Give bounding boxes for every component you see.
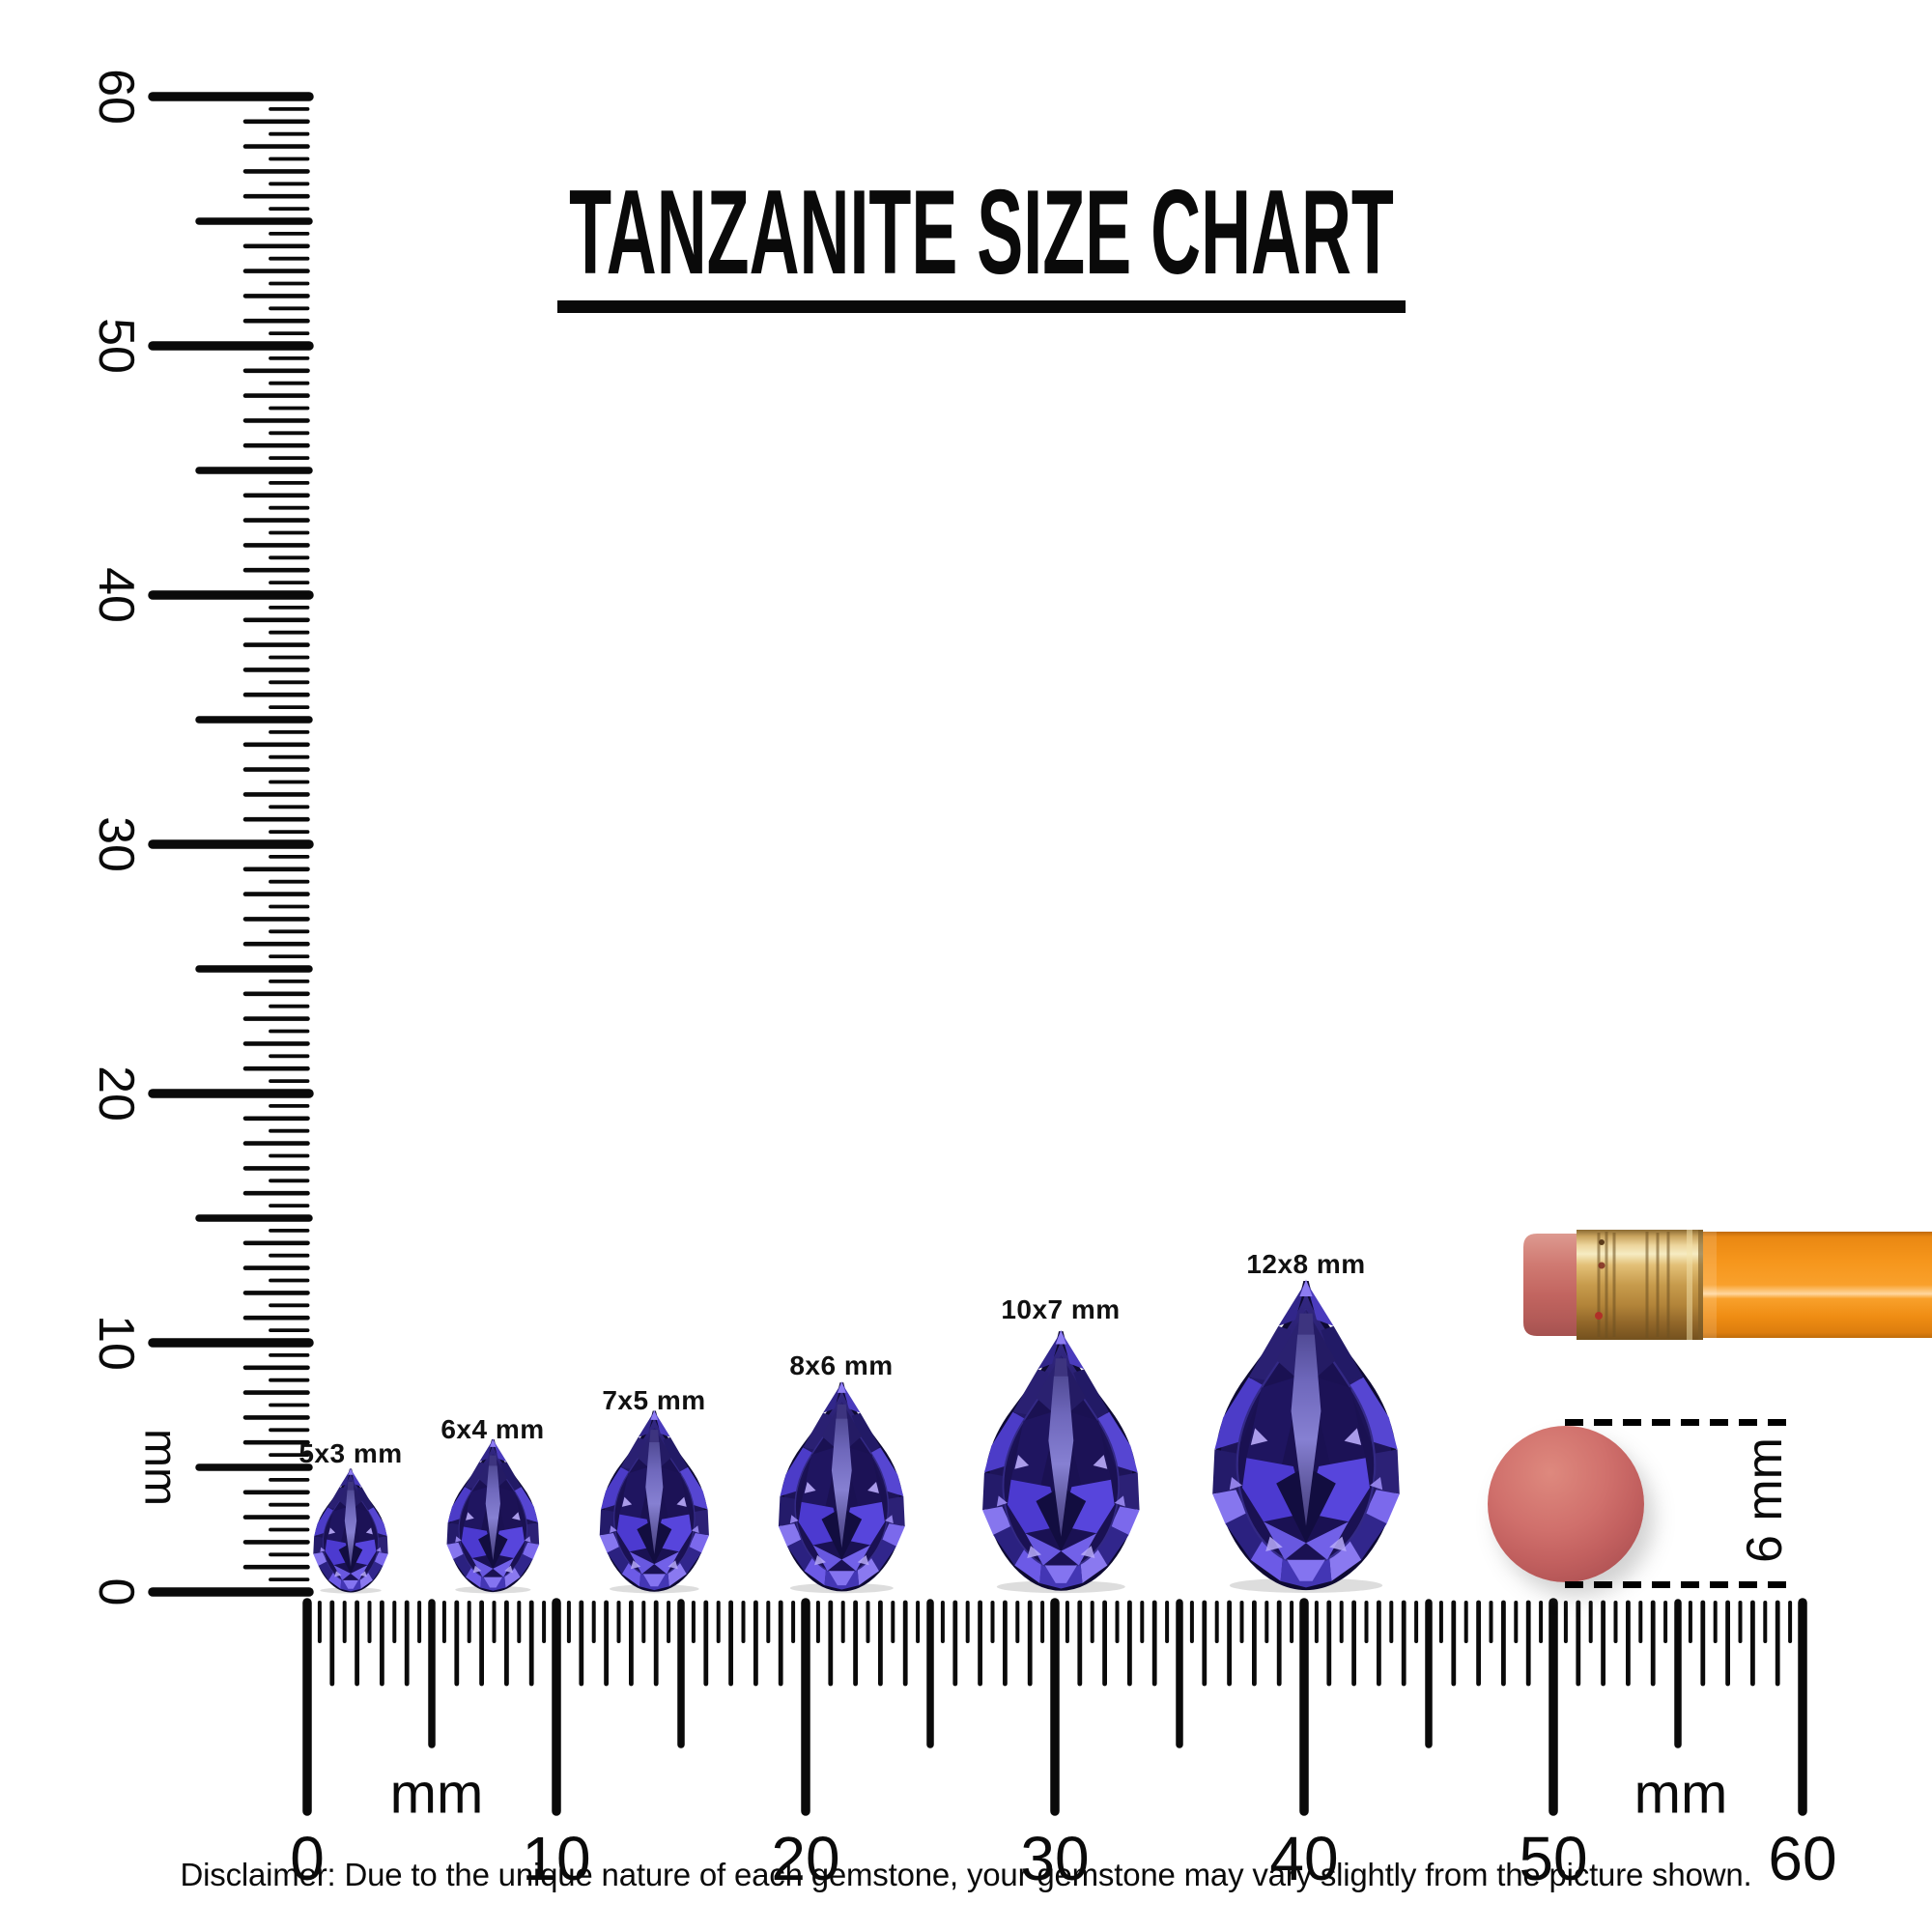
vertical-ruler-unit: mm [134, 1429, 186, 1506]
tanzanite-gem-10x7 [972, 1326, 1151, 1594]
gem-size-label: 5x3 mm [298, 1438, 403, 1468]
gem-size-label: 8x6 mm [789, 1350, 894, 1380]
tanzanite-gem-6x4 [444, 1436, 541, 1594]
pencil-illustration [1523, 1230, 1932, 1340]
page-title: TANZANITE SIZE CHART [270, 164, 1692, 301]
vertical-ruler-label-60: 60 [88, 69, 144, 125]
vertical-ruler-label-30: 30 [88, 816, 144, 872]
pencil-body [1703, 1232, 1932, 1338]
page-title-text: TANZANITE SIZE CHART [569, 166, 1394, 299]
dimension-dash-bottom [1565, 1581, 1795, 1588]
eraser-disc [1488, 1426, 1644, 1582]
horizontal-ruler-label-20: 20 [771, 1824, 840, 1893]
vertical-ruler-label-0: 0 [88, 1577, 144, 1606]
disclaimer-text: Disclaimer: Due to the unique nature of … [180, 1857, 1752, 1892]
dimension-dash-top [1565, 1419, 1795, 1426]
pencil-eraser-tip [1523, 1234, 1577, 1336]
horizontal-ruler-label-40: 40 [1269, 1824, 1339, 1893]
horizontal-ruler-label-30: 30 [1020, 1824, 1090, 1893]
vertical-ruler-label-40: 40 [88, 567, 144, 623]
eraser-diameter-label: 6 mm [1737, 1437, 1793, 1563]
tanzanite-gem-7x5 [597, 1407, 711, 1594]
title-underline [557, 300, 1406, 313]
pencil-ferrule [1577, 1230, 1703, 1340]
horizontal-ruler-unit-right: mm [1634, 1762, 1728, 1826]
horizontal-ruler-unit-left: mm [389, 1762, 484, 1826]
gem-size-label: 7x5 mm [602, 1385, 706, 1415]
vertical-ruler-ticks [148, 92, 314, 1597]
gem-size-label: 10x7 mm [1001, 1294, 1121, 1324]
tanzanite-gem-12x8 [1200, 1275, 1412, 1594]
vertical-ruler-label-10: 10 [88, 1315, 144, 1371]
horizontal-ruler-label-50: 50 [1519, 1824, 1588, 1893]
horizontal-ruler-label-60: 60 [1768, 1824, 1837, 1893]
tanzanite-gem-5x3 [312, 1466, 389, 1594]
vertical-ruler-label-20: 20 [88, 1065, 144, 1122]
horizontal-ruler-ticks [302, 1598, 1807, 1816]
vertical-ruler-label-50: 50 [88, 318, 144, 374]
gem-size-label: 12x8 mm [1246, 1249, 1366, 1279]
horizontal-ruler-label-0: 0 [290, 1824, 325, 1893]
gem-size-label: 6x4 mm [440, 1414, 545, 1444]
tanzanite-gem-8x6 [776, 1379, 907, 1594]
horizontal-ruler-label-10: 10 [522, 1824, 591, 1893]
